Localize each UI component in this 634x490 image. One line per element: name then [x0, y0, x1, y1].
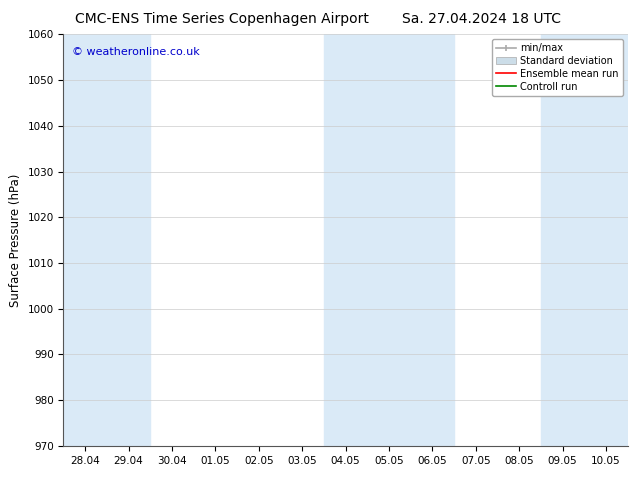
Text: CMC-ENS Time Series Copenhagen Airport: CMC-ENS Time Series Copenhagen Airport — [75, 12, 369, 26]
Bar — [324, 34, 454, 446]
Text: © weatheronline.co.uk: © weatheronline.co.uk — [72, 47, 200, 57]
Bar — [541, 34, 628, 446]
Y-axis label: Surface Pressure (hPa): Surface Pressure (hPa) — [9, 173, 22, 307]
Text: Sa. 27.04.2024 18 UTC: Sa. 27.04.2024 18 UTC — [403, 12, 561, 26]
Bar — [63, 34, 150, 446]
Legend: min/max, Standard deviation, Ensemble mean run, Controll run: min/max, Standard deviation, Ensemble me… — [492, 39, 623, 96]
